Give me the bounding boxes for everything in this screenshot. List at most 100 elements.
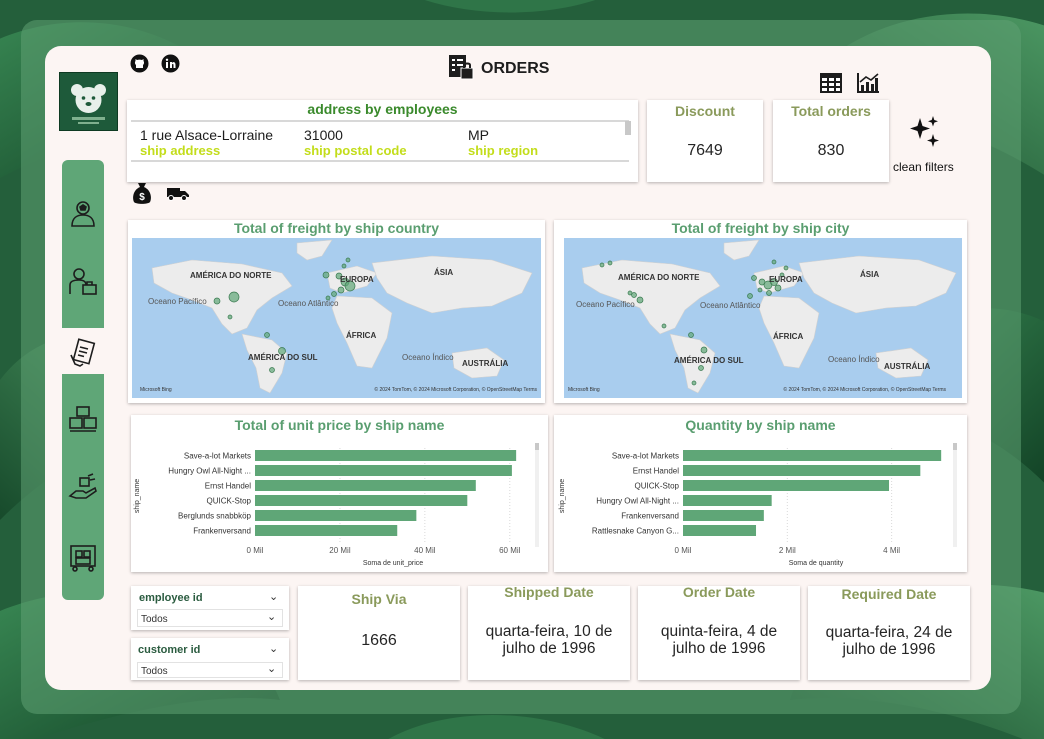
shipped-date-title: Shipped Date	[504, 584, 594, 600]
x-tick-label: 20 Mil	[329, 546, 351, 555]
sparkle-icon[interactable]	[908, 114, 942, 148]
clean-filters-button[interactable]: clean filters	[893, 160, 954, 174]
label-indian: Oceano Índico	[828, 355, 880, 364]
chart-scrollbar-thumb[interactable]	[953, 443, 957, 450]
x-axis-title: Soma de quantity	[789, 560, 844, 567]
bing-logo: Microsoft Bing	[140, 387, 172, 393]
linkedin-icon[interactable]	[161, 54, 180, 73]
sidebar-item-products[interactable]	[68, 404, 98, 434]
label-africa: ÁFRICA	[773, 332, 803, 341]
employee-slicer[interactable]: employee id ⌄ Todos ⌄	[131, 586, 289, 630]
address-card-title: address by employees	[307, 101, 458, 117]
truck-icon[interactable]	[166, 185, 190, 201]
sidebar-item-customers[interactable]	[68, 198, 98, 228]
x-tick-label: 40 Mil	[414, 546, 436, 555]
customer-slicer[interactable]: customer id ⌄ Todos ⌄	[131, 638, 289, 680]
map-ship-country[interactable]: AMÉRICA DO NORTE EUROPA ÁSIA ÁFRICA AMÉR…	[132, 238, 541, 398]
category-label: Ernst Handel	[205, 482, 251, 491]
bar[interactable]	[255, 510, 417, 521]
sidebar-item-employees[interactable]	[68, 266, 98, 296]
category-label: Frankenversand	[621, 512, 679, 521]
chart-scrollbar-thumb[interactable]	[535, 443, 539, 450]
sidebar-bottom-block	[62, 374, 104, 600]
table-icon[interactable]	[819, 72, 843, 94]
category-label: Frankenversand	[193, 527, 251, 536]
category-label: Hungry Owl All-Night ...	[596, 497, 679, 506]
bar[interactable]	[255, 465, 512, 476]
ship-address-value: 1 rue Alsace-Lorraine	[140, 127, 274, 143]
ship-postal-code-label: ship postal code	[304, 143, 407, 158]
category-label: Save-a-lot Markets	[184, 452, 251, 461]
sidebar-item-suppliers[interactable]	[68, 542, 98, 572]
x-tick-label: 60 Mil	[499, 546, 521, 555]
bar[interactable]	[683, 480, 890, 491]
sidebar-item-delivery[interactable]	[68, 472, 98, 502]
chevron-down-icon[interactable]: ⌄	[269, 591, 279, 603]
chart-scrollbar-track[interactable]	[953, 443, 957, 547]
category-label: Rattlesnake Canyon G...	[592, 527, 679, 536]
map-ship-country-title: Total of freight by ship country	[233, 220, 440, 236]
total-orders-card: Total orders 830	[773, 100, 889, 182]
map-attribution: © 2024 TomTom, © 2024 Microsoft Corporat…	[783, 386, 946, 393]
discount-card: Discount 7649	[647, 100, 763, 182]
sidebar-top-block	[62, 160, 104, 328]
map-ship-city[interactable]: AMÉRICA DO NORTE EUROPA ÁSIA ÁFRICA AMÉR…	[564, 238, 962, 398]
money-bag-icon[interactable]: $	[131, 181, 153, 205]
chevron-down-icon[interactable]: ⌄	[267, 663, 277, 675]
x-axis-title: Soma de unit_price	[363, 560, 423, 567]
quantity-chart-title: Quantity by ship name	[685, 417, 836, 433]
shipped-date-card: Shipped Date quarta-feira, 10 de julho d…	[468, 584, 630, 680]
ship-region-value: MP	[468, 127, 489, 143]
y-axis-title: ship_name	[559, 479, 566, 513]
svg-text:$: $	[139, 192, 145, 203]
ship-via-value: 1666	[361, 632, 397, 649]
bar[interactable]	[255, 525, 398, 536]
customer-dropdown[interactable]	[137, 662, 283, 678]
bar[interactable]	[683, 465, 921, 476]
sidebar-item-orders[interactable]	[68, 338, 98, 368]
bing-logo: Microsoft Bing	[568, 387, 600, 393]
sidebar-nav	[62, 160, 104, 600]
chart-scrollbar-track[interactable]	[535, 443, 539, 547]
bar[interactable]	[683, 495, 772, 506]
x-tick-label: 2 Mil	[779, 546, 796, 555]
chevron-down-icon[interactable]: ⌄	[269, 643, 279, 655]
label-indian: Oceano Índico	[402, 353, 454, 362]
bar[interactable]	[683, 450, 942, 461]
label-australia: AUSTRÁLIA	[462, 359, 508, 368]
label-pacific: Oceano Pacífico	[576, 300, 635, 309]
label-atlantic: Oceano Atlântico	[700, 301, 761, 310]
employee-dropdown[interactable]	[137, 609, 283, 627]
ship-address-label: ship address	[140, 143, 221, 158]
unit-price-chart-title: Total of unit price by ship name	[234, 417, 445, 433]
chevron-down-icon[interactable]: ⌄	[267, 611, 277, 623]
y-axis-title: ship_name	[134, 479, 141, 513]
bar[interactable]	[683, 525, 757, 536]
company-logo	[59, 72, 118, 131]
address-scrollbar[interactable]	[625, 121, 631, 135]
ship-via-title: Ship Via	[351, 591, 407, 607]
quantity-bar-chart[interactable]: Save-a-lot Markets Ernst Handel QUICK-Stop…	[554, 415, 967, 572]
unit-price-bar-chart[interactable]: Save-a-lot Markets Hungry Owl All-Night .…	[131, 415, 548, 572]
category-label: Berglunds snabbköp	[178, 512, 251, 521]
discount-title: Discount	[675, 103, 735, 119]
map-city-bubbles	[599, 259, 789, 386]
label-asia: ÁSIA	[860, 270, 879, 279]
quantity-chart-card: Quantity by ship name Save-a-lot Markets…	[554, 415, 967, 572]
orders-clipboard-icon	[447, 53, 475, 81]
chart-icon[interactable]	[856, 72, 880, 94]
github-icon[interactable]	[130, 54, 149, 73]
order-date-card: Order Date quinta-feira, 4 de julho de 1…	[638, 584, 800, 680]
bar[interactable]	[255, 450, 517, 461]
required-date-title: Required Date	[841, 586, 937, 602]
order-date-value: quinta-feira, 4 de julho de 1996	[660, 623, 778, 657]
unit-price-chart-card: Total of unit price by ship name Save-a-…	[131, 415, 548, 572]
bar[interactable]	[255, 495, 468, 506]
bar[interactable]	[683, 510, 764, 521]
label-asia: ÁSIA	[434, 268, 453, 277]
map-ship-city-title: Total of freight by ship city	[671, 220, 850, 236]
customer-slicer-value: Todos	[141, 666, 168, 677]
bar[interactable]	[255, 480, 476, 491]
map-ship-city-card: Total of freight by ship city	[554, 220, 967, 403]
required-date-card: Required Date quarta-feira, 24 de julho …	[808, 586, 970, 680]
